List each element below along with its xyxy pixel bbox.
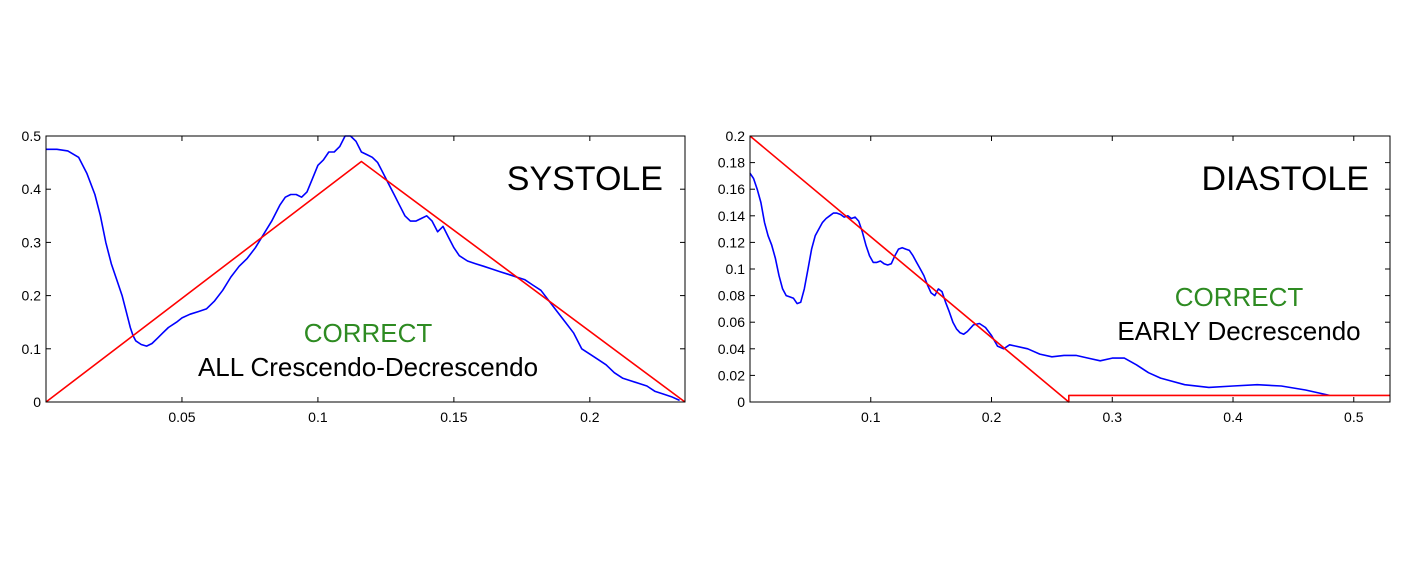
diastole-signal-line (749, 172, 1330, 397)
systole-x-tick-label: 0.1 (308, 409, 328, 425)
systole-y-tick-label: 0.5 (22, 128, 42, 144)
diastole-x-tick-label: 0.1 (861, 409, 881, 425)
systole-classification-label: ALL Crescendo-Decrescendo (198, 352, 538, 382)
diastole-panel: 0 0.02 0.04 0.06 0.08 0.1 0.12 0.14 0.16 0.18 0.2 0… (718, 128, 1391, 425)
diastole-y-tick-label: 0.02 (718, 367, 745, 383)
diastole-y-tick-label: 0.16 (718, 181, 745, 197)
diastole-y-tick-label: 0.12 (718, 234, 745, 250)
diastole-y-tick-label: 0 (737, 394, 745, 410)
systole-y-tick-label: 0.3 (22, 234, 42, 250)
diastole-x-tick-label: 0.5 (1344, 409, 1364, 425)
systole-axes: 0 0.1 0.2 0.3 0.4 0.5 0.05 0.1 0.15 0.2 (22, 128, 685, 425)
diastole-y-tick-label: 0.14 (718, 208, 745, 224)
diastole-y-tick-label: 0.08 (718, 288, 745, 304)
diastole-model-line (749, 135, 1390, 403)
systole-x-tick-label: 0.05 (168, 409, 195, 425)
diastole-y-tick-label: 0.18 (718, 155, 745, 171)
systole-model-line (45, 160, 686, 403)
systole-panel: 0 0.1 0.2 0.3 0.4 0.5 0.05 0.1 0.15 0.2 SYSTOLE C… (22, 128, 686, 425)
systole-y-tick-label: 0.1 (22, 341, 42, 357)
systole-status-label: CORRECT (304, 318, 433, 348)
diastole-title: DIASTOLE (1201, 160, 1369, 198)
systole-y-tick-label: 0 (33, 394, 41, 410)
diastole-y-tick-label: 0.1 (726, 261, 746, 277)
systole-y-tick-label: 0.2 (22, 288, 42, 304)
systole-x-tick-label: 0.15 (440, 409, 467, 425)
diastole-x-tick-label: 0.2 (982, 409, 1002, 425)
systole-x-tick-label: 0.2 (580, 409, 600, 425)
systole-y-tick-label: 0.4 (22, 181, 42, 197)
diastole-classification-label: EARLY Decrescendo (1117, 316, 1360, 346)
diastole-y-tick-label: 0.2 (726, 128, 746, 144)
diastole-x-tick-label: 0.4 (1223, 409, 1243, 425)
diastole-y-tick-label: 0.06 (718, 314, 745, 330)
diastole-y-tick-label: 0.04 (718, 341, 745, 357)
systole-title: SYSTOLE (507, 160, 663, 198)
diastole-axes: 0 0.02 0.04 0.06 0.08 0.1 0.12 0.14 0.16 0.18 0.2 0… (718, 128, 1390, 425)
diastole-series (749, 135, 1390, 403)
diastole-status-label: CORRECT (1175, 282, 1304, 312)
diastole-x-tick-label: 0.3 (1103, 409, 1123, 425)
systole-plot-frame (45, 135, 686, 403)
